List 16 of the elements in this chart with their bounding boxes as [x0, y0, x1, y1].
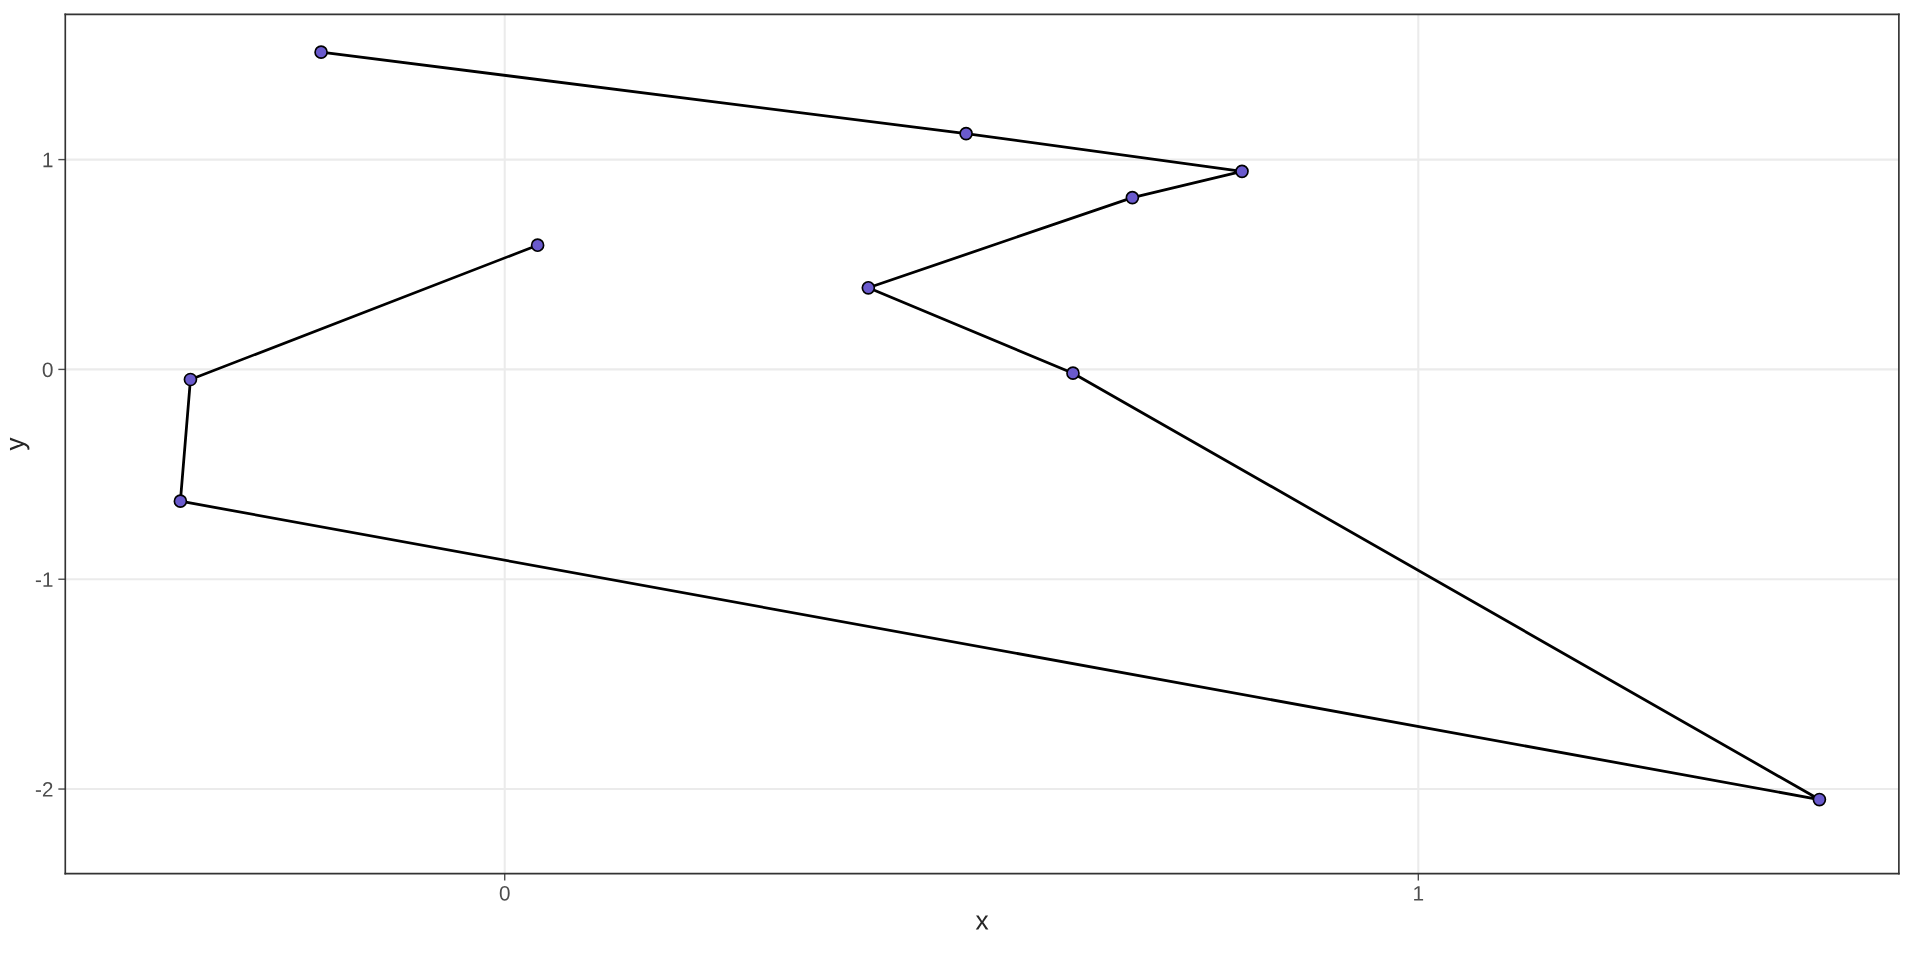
point	[1066, 366, 1080, 381]
point	[861, 280, 876, 295]
y-axis-title: y	[9, 437, 30, 451]
point	[959, 126, 973, 141]
y-tick-label: -2	[35, 782, 53, 797]
point	[173, 494, 188, 509]
point	[314, 45, 328, 60]
y-tick-label: 0	[42, 362, 53, 378]
point	[1125, 190, 1140, 205]
point	[1812, 792, 1827, 807]
point	[183, 372, 198, 387]
point	[530, 238, 545, 253]
point	[1235, 164, 1249, 179]
x-axis-title: x	[975, 915, 989, 930]
y-tick-label: 1	[43, 152, 53, 168]
y-tick-label: -1	[35, 572, 53, 587]
